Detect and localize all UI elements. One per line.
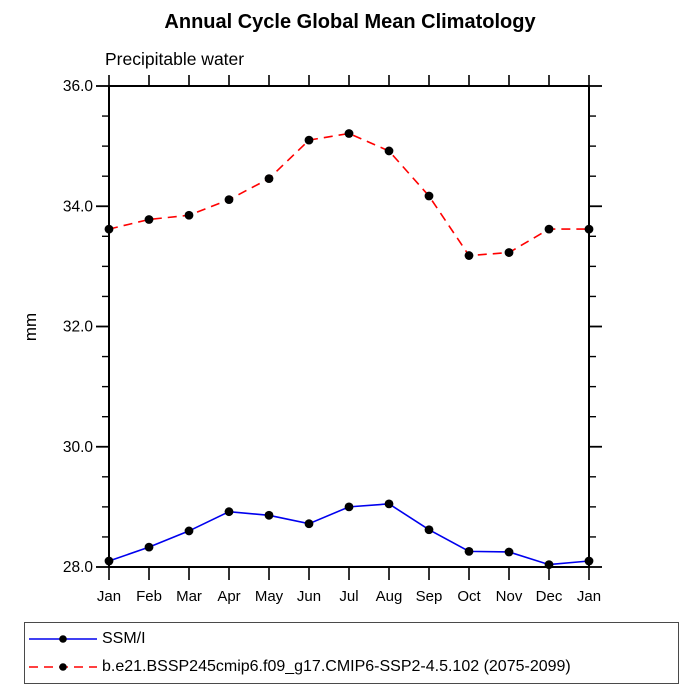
data-point-marker bbox=[584, 556, 594, 566]
legend-item-model: b.e21.BSSP245cmip6.f09_g17.CMIP6-SSP2-4.… bbox=[28, 653, 678, 681]
data-point-marker bbox=[544, 224, 554, 234]
y-tick-label: 30.0 bbox=[63, 439, 94, 456]
data-point-marker bbox=[344, 502, 354, 512]
legend-marker-dot-icon bbox=[59, 663, 67, 671]
data-point-marker bbox=[464, 546, 474, 556]
x-tick-label: Feb bbox=[136, 588, 162, 605]
data-point-marker bbox=[384, 499, 394, 509]
y-tick-label: 36.0 bbox=[63, 78, 94, 95]
y-axis-ticks: 28.0 30.0 32.0 34.0 36.0 bbox=[63, 78, 602, 576]
data-point-marker bbox=[224, 507, 234, 517]
x-tick-label: Sep bbox=[416, 588, 443, 605]
series-0 bbox=[104, 499, 594, 569]
data-point-marker bbox=[104, 556, 114, 566]
legend-line-sample-dashed bbox=[29, 663, 97, 671]
x-axis-ticks: Jan Feb Mar Apr May Jun Jul Aug Sep Oct Nov Dec Jan bbox=[97, 75, 601, 605]
data-point-marker bbox=[264, 174, 274, 183]
chart-title: Annual Cycle Global Mean Climatology bbox=[164, 11, 536, 33]
legend-line-sample-solid bbox=[29, 635, 97, 643]
y-tick-label: 28.0 bbox=[63, 559, 94, 576]
legend-label-model: b.e21.BSSP245cmip6.f09_g17.CMIP6-SSP2-4.… bbox=[102, 658, 571, 675]
x-tick-label: Mar bbox=[176, 588, 202, 605]
y-tick-label: 34.0 bbox=[63, 198, 94, 215]
legend-box: SSM/I b.e21.BSSP245cmip6.f09_g17.CMIP6-S… bbox=[24, 622, 679, 684]
data-point-marker bbox=[424, 191, 434, 201]
x-tick-label: Apr bbox=[217, 588, 240, 605]
data-point-marker bbox=[144, 542, 154, 552]
data-point-marker bbox=[504, 248, 514, 257]
x-tick-label: May bbox=[255, 588, 284, 605]
data-point-marker bbox=[304, 135, 314, 145]
plot-frame bbox=[108, 85, 590, 568]
series-line bbox=[108, 132, 589, 257]
x-tick-label: Jun bbox=[297, 588, 321, 605]
data-point-marker bbox=[224, 195, 234, 205]
data-point-marker bbox=[304, 519, 314, 529]
data-point-marker bbox=[184, 526, 194, 536]
data-point-marker bbox=[184, 210, 194, 220]
legend-marker-dot-icon bbox=[59, 635, 67, 643]
y-tick-label: 32.0 bbox=[63, 319, 94, 336]
series-line bbox=[108, 503, 590, 566]
data-point-marker bbox=[504, 547, 514, 557]
data-point-marker bbox=[144, 215, 154, 224]
data-point-marker bbox=[544, 560, 554, 569]
series-1 bbox=[104, 129, 594, 260]
data-point-marker bbox=[424, 525, 434, 535]
data-point-marker bbox=[344, 129, 354, 138]
data-point-marker bbox=[384, 146, 394, 156]
data-point-marker bbox=[584, 224, 594, 234]
x-tick-label: Nov bbox=[496, 588, 523, 605]
x-tick-label: Jan bbox=[97, 588, 121, 605]
data-point-marker bbox=[464, 251, 474, 260]
x-tick-label: Aug bbox=[376, 588, 403, 605]
x-tick-label: Jan bbox=[577, 588, 601, 605]
x-tick-label: Jul bbox=[339, 588, 358, 605]
x-tick-label: Oct bbox=[457, 588, 481, 605]
data-point-marker bbox=[264, 510, 274, 520]
chart-subtitle: Precipitable water bbox=[105, 49, 245, 69]
plot-area: Jan Feb Mar Apr May Jun Jul Aug Sep Oct Nov Dec Jan2… bbox=[63, 75, 602, 605]
legend-label-ssmi: SSM/I bbox=[102, 630, 146, 647]
data-point-marker bbox=[104, 224, 114, 234]
x-tick-label: Dec bbox=[536, 588, 563, 605]
legend-item-ssmi: SSM/I bbox=[28, 625, 678, 653]
